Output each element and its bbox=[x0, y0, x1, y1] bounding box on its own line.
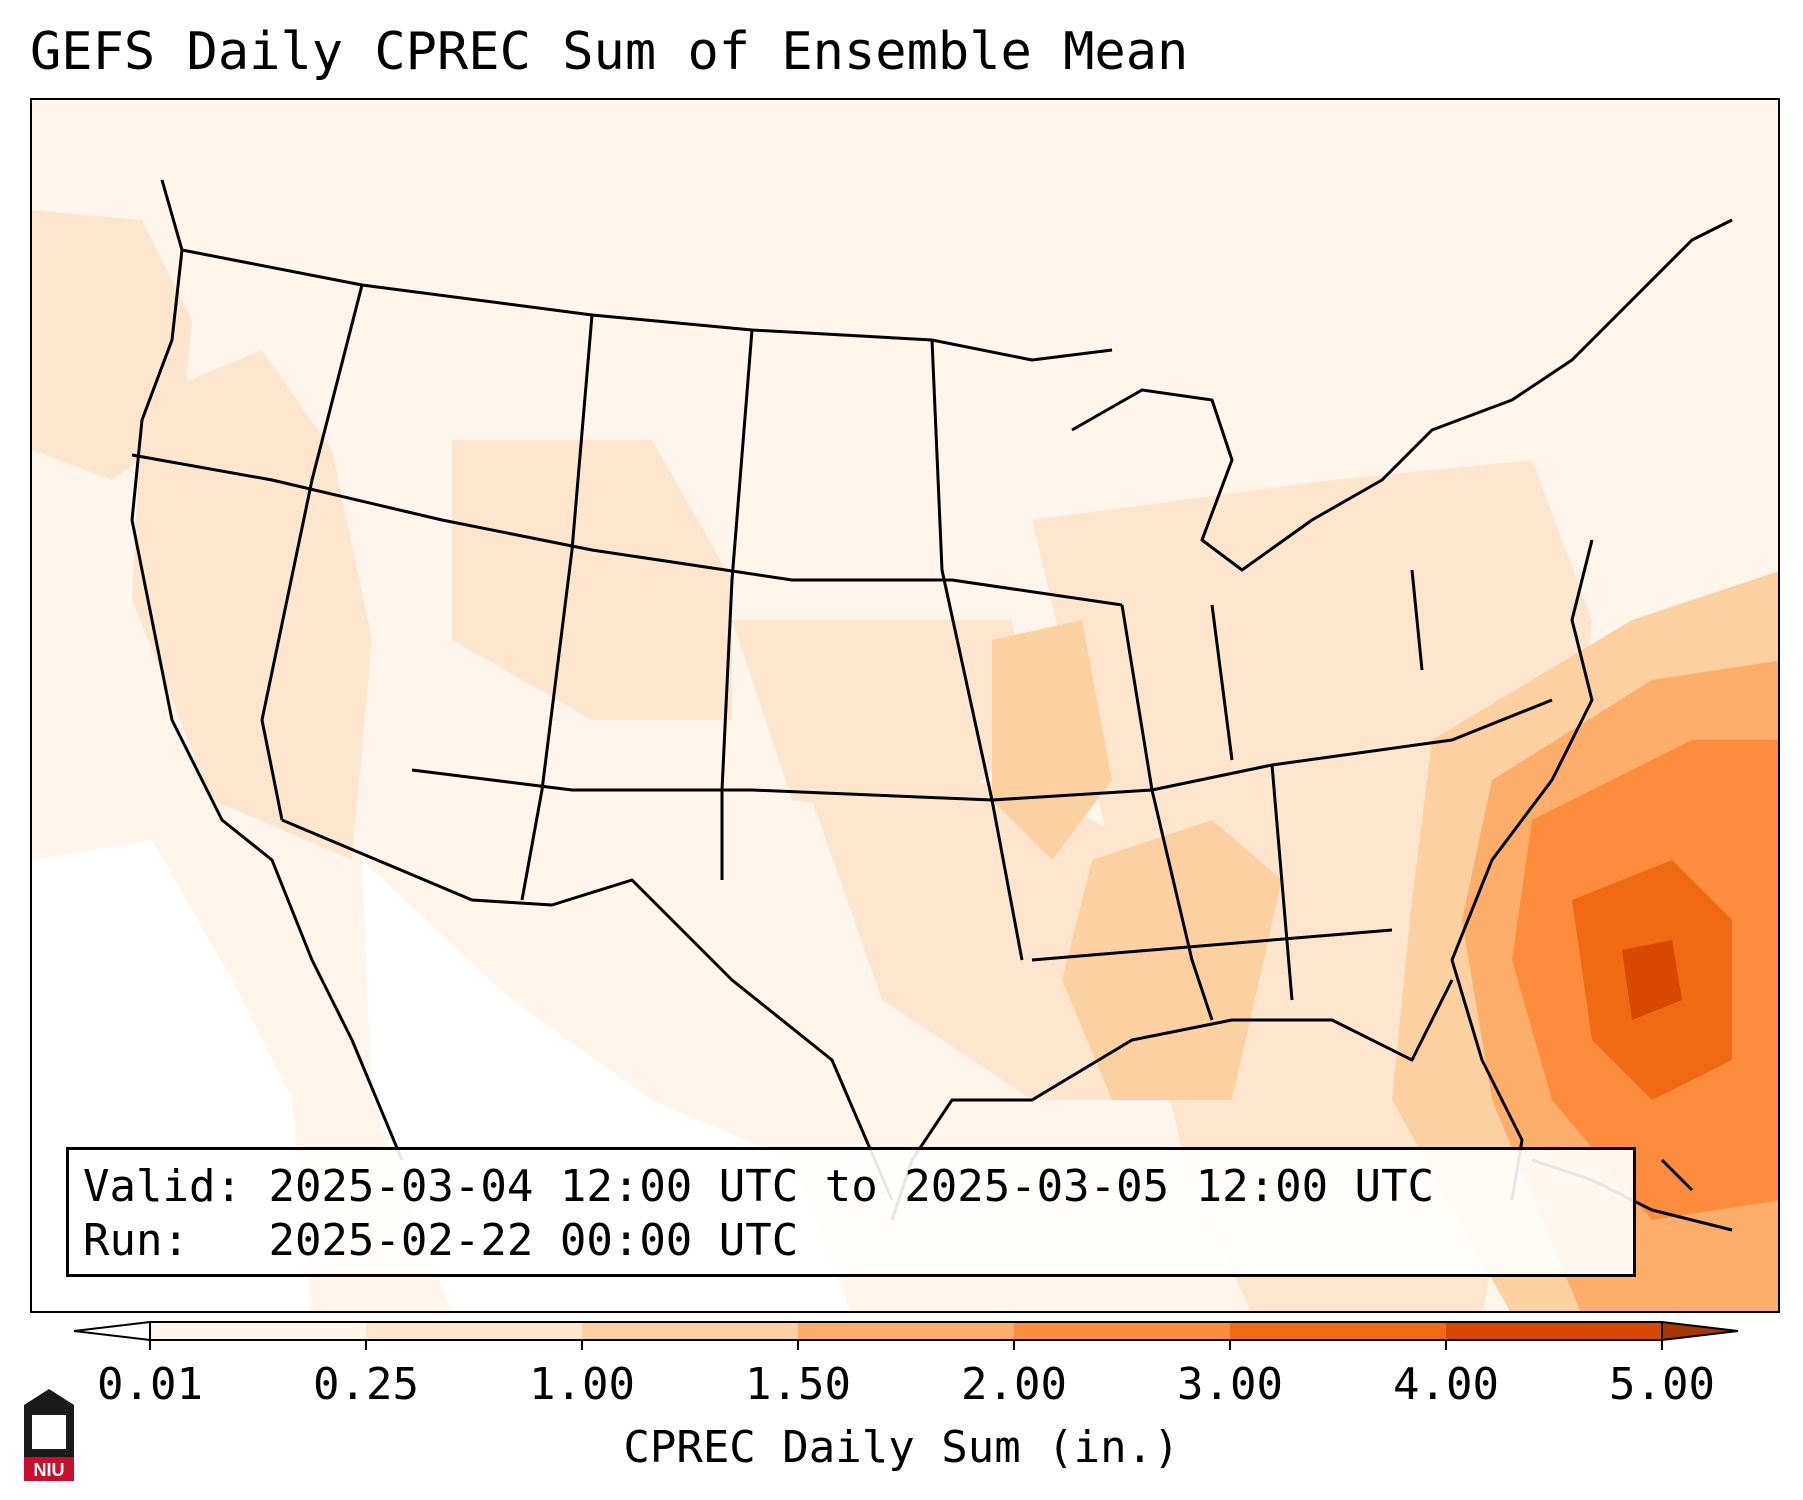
great-lakes-outline bbox=[1071, 218, 1733, 572]
map-title: GEFS Daily CPREC Sum of Ensemble Mean bbox=[30, 22, 1189, 82]
bahamas-outline bbox=[1660, 1158, 1694, 1192]
run-value: 2025-02-22 00:00 UTC bbox=[268, 1215, 799, 1266]
colorbar-under-arrow bbox=[73, 1320, 151, 1342]
colorbar-segment bbox=[1230, 1322, 1447, 1340]
colorbar-segment bbox=[582, 1322, 799, 1340]
colorbar-tick-label: 3.00 bbox=[1177, 1359, 1283, 1410]
state-line-4 bbox=[520, 314, 594, 901]
valid-label: Valid: bbox=[83, 1161, 242, 1212]
valid-row: Valid: 2025-03-04 12:00 UTC to 2025-03-0… bbox=[83, 1160, 1619, 1214]
valid-value: 2025-03-04 12:00 UTC to 2025-03-05 12:00… bbox=[268, 1161, 1435, 1212]
colorbar-tick-label: 5.00 bbox=[1609, 1359, 1715, 1410]
colorbar-over-arrow bbox=[1661, 1320, 1739, 1342]
state-line-7 bbox=[1120, 604, 1214, 1021]
logo-text: NIU bbox=[34, 1460, 65, 1480]
us-mexico-border bbox=[281, 818, 894, 1201]
gulf-coastline bbox=[890, 979, 1454, 1221]
state-line-3 bbox=[260, 284, 364, 821]
state-line-9 bbox=[1031, 928, 1393, 962]
colorbar-segment bbox=[1014, 1322, 1231, 1340]
colorbar-segment bbox=[798, 1322, 1015, 1340]
colorbar-tick-label: 1.50 bbox=[745, 1359, 851, 1410]
state-line-2 bbox=[411, 698, 1553, 802]
colorbar-segments bbox=[73, 1320, 1739, 1342]
map-panel bbox=[30, 98, 1780, 1313]
colorbar-segment bbox=[150, 1322, 367, 1340]
colorbar-segment bbox=[1446, 1322, 1663, 1340]
atlantic-coastline bbox=[1450, 539, 1594, 1201]
run-label: Run: bbox=[83, 1215, 189, 1266]
state-line-10 bbox=[1210, 604, 1234, 761]
precip-map bbox=[32, 100, 1778, 1311]
precip-area-gulf-coast bbox=[1062, 820, 1282, 1100]
state-line-8 bbox=[1270, 764, 1294, 1001]
run-row: Run: 2025-02-22 00:00 UTC bbox=[83, 1214, 1619, 1268]
validity-info-box: Valid: 2025-03-04 12:00 UTC to 2025-03-0… bbox=[66, 1147, 1636, 1277]
state-line-11 bbox=[1410, 569, 1424, 671]
state-line-1 bbox=[131, 453, 1123, 607]
colorbar-tick-label: 2.00 bbox=[961, 1359, 1067, 1410]
precip-area-plains bbox=[732, 620, 1032, 820]
state-line-6 bbox=[930, 339, 1024, 961]
colorbar-tick-label: 1.00 bbox=[529, 1359, 635, 1410]
state-line-5 bbox=[720, 329, 754, 880]
precip-area-atlantic-max bbox=[1622, 940, 1682, 1020]
colorbar-tick-label: 4.00 bbox=[1393, 1359, 1499, 1410]
colorbar-segment bbox=[366, 1322, 583, 1340]
colorbar-outline bbox=[149, 1321, 1663, 1341]
logo-roof bbox=[24, 1389, 74, 1405]
colorbar-tick-label: 0.25 bbox=[313, 1359, 419, 1410]
precip-area-rockies bbox=[452, 440, 732, 720]
colorbar bbox=[73, 1320, 1739, 1350]
colorbar-label: CPREC Daily Sum (in.) bbox=[623, 1422, 1180, 1473]
logo-banner bbox=[24, 1457, 74, 1481]
colorbar-ticks bbox=[149, 1340, 1663, 1350]
niu-building-icon: NIU bbox=[24, 1389, 74, 1481]
logo-window bbox=[32, 1415, 66, 1449]
geographic-boundaries bbox=[130, 179, 1733, 1232]
colorbar-tick-label: 0.01 bbox=[97, 1359, 203, 1410]
pacific-coastline bbox=[130, 179, 404, 1161]
precip-area-missouri bbox=[992, 620, 1112, 860]
